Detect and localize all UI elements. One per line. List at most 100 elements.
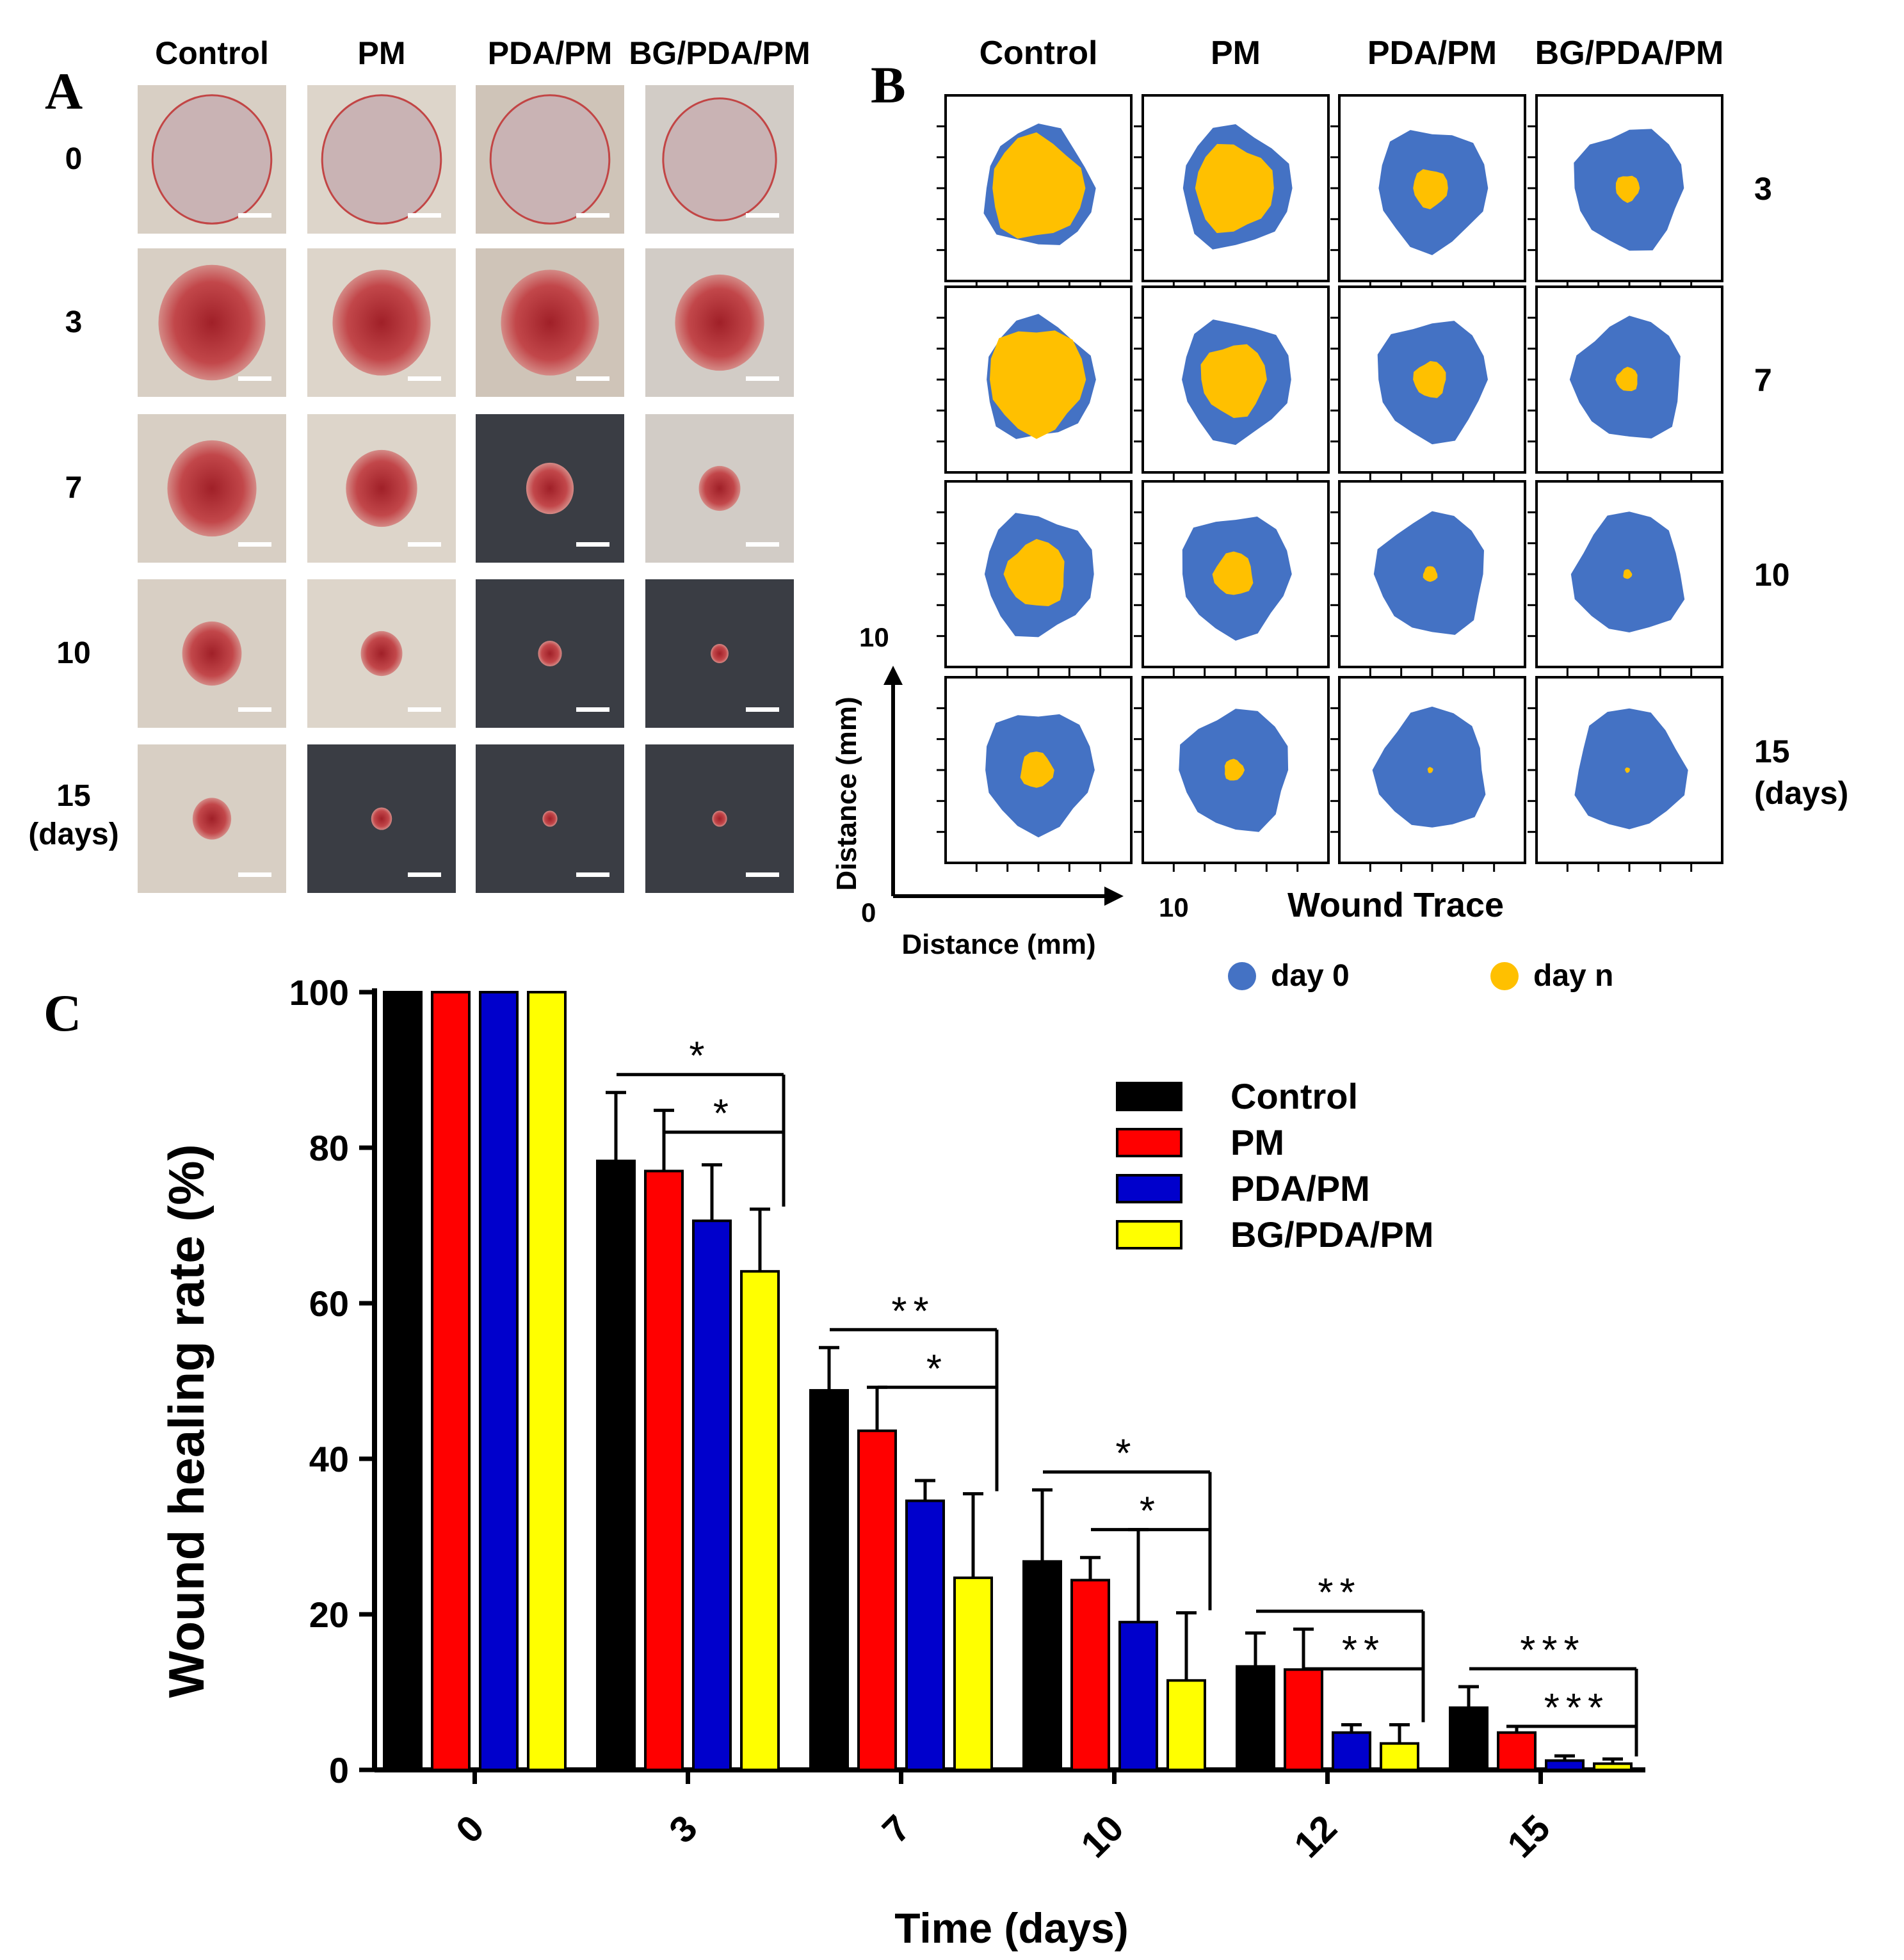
- panel-a-column-header: PDA/PM: [488, 35, 612, 71]
- bar: [809, 1389, 849, 1772]
- wound-area: [371, 807, 392, 830]
- significance-label: *: [926, 1347, 948, 1391]
- panel-b-row-label: 3: [1754, 171, 1772, 207]
- scale-bar: [746, 707, 779, 712]
- panel-a-column-header: Control: [155, 35, 269, 71]
- panel-a-column-header: PM: [358, 35, 406, 71]
- bar: [740, 1270, 780, 1772]
- bar: [1497, 1731, 1537, 1771]
- wound-area: [182, 621, 242, 686]
- legend-label: BG/PDA/PM: [1230, 1214, 1433, 1255]
- trace-dayn-area: [1195, 143, 1274, 234]
- panel-b-row-label: 10: [1754, 557, 1790, 593]
- legend-swatch: [1116, 1128, 1182, 1157]
- scale-bar: [238, 376, 271, 381]
- trace-dayn-area: [1423, 566, 1438, 582]
- wound-area: [346, 449, 417, 527]
- scale-bar: [746, 376, 779, 381]
- axis-indicator-y-arrowhead: [883, 666, 903, 685]
- trace-dayn-area: [1615, 175, 1640, 204]
- panel-b-column-header: Control: [980, 35, 1098, 72]
- trace-plot-frame: [944, 480, 1133, 668]
- scale-bar: [746, 872, 779, 877]
- trace-dayn-area: [1615, 367, 1638, 391]
- bar: [479, 991, 519, 1771]
- scale-bar: [238, 213, 271, 218]
- significance-label: *: [1115, 1432, 1137, 1476]
- chart-x-tick-label: 0: [448, 1807, 492, 1851]
- trace-dayn-area: [992, 132, 1086, 239]
- bar: [527, 991, 567, 1771]
- bar: [1332, 1731, 1371, 1771]
- wound-area: [542, 810, 558, 827]
- wound-trace-title: Wound Trace: [1287, 886, 1504, 924]
- axis-indicator-x-label: Distance (mm): [901, 929, 1095, 960]
- bar: [596, 1159, 636, 1771]
- panel-a-photo-grid: Control PM PDA/PM BG/PDA/PM 0 3 7 10 15 (days): [28, 35, 811, 893]
- trace-dayn-area: [1413, 169, 1448, 209]
- trace-dayn-area: [1200, 344, 1267, 418]
- bar: [1236, 1665, 1275, 1772]
- wound-area: [675, 274, 764, 371]
- wound-area: [151, 94, 273, 225]
- bar: [1593, 1762, 1633, 1772]
- panel-a-row-unit: (days): [28, 817, 118, 851]
- wound-area: [538, 640, 562, 667]
- bar: [1545, 1759, 1585, 1771]
- panel-b-row-label: 15: [1754, 734, 1790, 769]
- scale-bar: [238, 872, 271, 877]
- legend-dayn-label: day n: [1533, 959, 1613, 993]
- significance-label: *: [1140, 1490, 1161, 1534]
- axis-indicator-x-max: 10: [1159, 892, 1189, 922]
- trace-dayn-area: [1413, 361, 1446, 398]
- wound-area: [489, 94, 611, 225]
- significance-label: ***: [1520, 1628, 1585, 1673]
- bar: [1284, 1668, 1323, 1771]
- wound-area: [192, 798, 232, 840]
- axis-indicator-origin: 0: [861, 897, 876, 928]
- significance-label: **: [1342, 1628, 1385, 1673]
- scale-bar: [576, 542, 609, 547]
- wound-area: [698, 465, 741, 511]
- bar: [1449, 1706, 1489, 1772]
- scale-bar: [576, 213, 609, 218]
- wound-area: [526, 462, 574, 515]
- bar: [1022, 1560, 1062, 1771]
- wound-area: [332, 269, 431, 376]
- chart-y-tick-label: 0: [329, 1750, 349, 1790]
- panel-b-column-header: PDA/PM: [1367, 35, 1497, 72]
- scale-bar: [576, 376, 609, 381]
- scale-bar: [746, 542, 779, 547]
- bar: [1070, 1578, 1110, 1772]
- scale-bar: [576, 707, 609, 712]
- panel-a-row-label: 3: [65, 305, 83, 339]
- panel-c-letter: C: [44, 984, 81, 1042]
- wound-area: [711, 643, 729, 664]
- trace-dayn-area: [990, 330, 1086, 439]
- panel-a-row-label: 10: [56, 636, 90, 670]
- legend-label: PM: [1230, 1122, 1284, 1162]
- legend-day0-label: day 0: [1271, 959, 1350, 993]
- chart-y-tick-label: 20: [309, 1595, 349, 1635]
- trace-dayn-area: [1623, 569, 1633, 579]
- legend-label: PDA/PM: [1230, 1168, 1370, 1209]
- scale-bar: [408, 542, 441, 547]
- chart-y-tick-label: 100: [289, 972, 349, 1013]
- panel-a-row-label: 15: [56, 779, 90, 813]
- legend-swatch: [1116, 1082, 1182, 1111]
- legend-swatch: [1116, 1220, 1182, 1249]
- panel-a-column-header: BG/PDA/PM: [629, 35, 810, 71]
- bar: [1118, 1621, 1158, 1771]
- trace-dayn-area: [1003, 539, 1065, 606]
- axis-indicator-y-max: 10: [859, 622, 889, 652]
- scale-bar: [408, 376, 441, 381]
- scale-bar: [238, 707, 271, 712]
- significance-label: ***: [1544, 1686, 1610, 1730]
- bar: [644, 1169, 684, 1771]
- chart-x-tick-label: 7: [875, 1807, 919, 1851]
- legend-dayn-swatch: [1490, 962, 1519, 990]
- significance-label: *: [689, 1034, 711, 1079]
- chart-x-tick-label: 3: [661, 1807, 706, 1851]
- trace-day0-area: [1574, 708, 1688, 830]
